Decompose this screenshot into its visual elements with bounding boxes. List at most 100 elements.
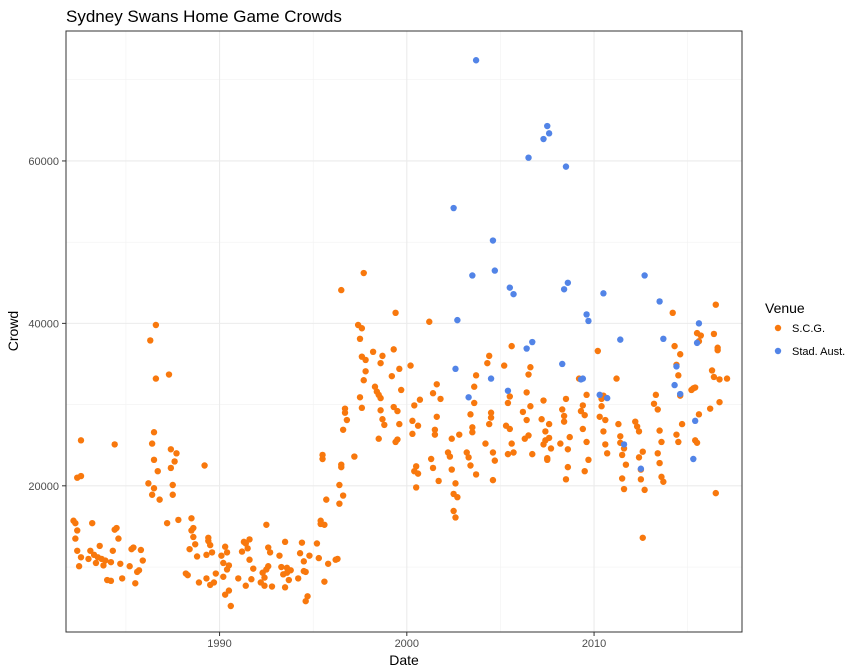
data-point-s-c-g bbox=[482, 440, 489, 447]
legend-label-stad-aust: Stad. Aust. bbox=[792, 346, 845, 358]
data-point-s-c-g bbox=[602, 441, 609, 448]
data-point-stad-aust bbox=[671, 381, 678, 389]
data-point-s-c-g bbox=[72, 535, 79, 542]
data-point-s-c-g bbox=[429, 464, 437, 472]
data-point-s-c-g bbox=[465, 454, 472, 461]
data-point-s-c-g bbox=[560, 418, 568, 425]
data-point-s-c-g bbox=[339, 492, 347, 499]
data-point-stad-aust bbox=[506, 284, 514, 291]
data-point-s-c-g bbox=[75, 563, 83, 570]
data-point-s-c-g bbox=[600, 428, 607, 435]
data-point-s-c-g bbox=[523, 389, 530, 396]
data-point-s-c-g bbox=[394, 407, 401, 415]
data-point-s-c-g bbox=[388, 372, 396, 380]
data-point-s-c-g bbox=[602, 416, 609, 424]
data-point-s-c-g bbox=[390, 403, 397, 411]
data-point-s-c-g bbox=[206, 541, 214, 549]
data-points bbox=[70, 57, 731, 610]
data-point-s-c-g bbox=[317, 520, 324, 528]
data-point-s-c-g bbox=[658, 473, 665, 481]
data-point-s-c-g bbox=[302, 568, 309, 576]
data-point-s-c-g bbox=[487, 414, 495, 421]
data-point-s-c-g bbox=[581, 467, 588, 475]
data-point-s-c-g bbox=[411, 402, 418, 409]
data-point-s-c-g bbox=[203, 551, 210, 559]
data-point-s-c-g bbox=[579, 425, 587, 433]
data-point-stad-aust bbox=[673, 363, 680, 370]
series-stad-aust bbox=[450, 57, 703, 472]
data-point-s-c-g bbox=[581, 411, 588, 419]
data-point-s-c-g bbox=[302, 597, 309, 605]
data-point-s-c-g bbox=[266, 549, 274, 556]
data-point-s-c-g bbox=[414, 422, 422, 429]
data-point-s-c-g bbox=[130, 544, 137, 551]
grid bbox=[66, 31, 742, 632]
data-point-s-c-g bbox=[145, 480, 152, 487]
data-point-s-c-g bbox=[710, 330, 718, 338]
data-point-s-c-g bbox=[369, 348, 377, 356]
data-point-s-c-g bbox=[221, 591, 229, 598]
data-point-s-c-g bbox=[343, 416, 351, 424]
data-point-s-c-g bbox=[712, 489, 719, 497]
data-point-s-c-g bbox=[96, 542, 103, 550]
data-point-s-c-g bbox=[562, 395, 570, 403]
data-point-s-c-g bbox=[508, 342, 515, 350]
data-point-s-c-g bbox=[456, 431, 463, 438]
data-point-s-c-g bbox=[510, 449, 517, 456]
data-point-s-c-g bbox=[660, 478, 667, 485]
data-point-s-c-g bbox=[562, 476, 570, 483]
data-point-s-c-g bbox=[117, 560, 124, 567]
data-point-s-c-g bbox=[87, 547, 94, 554]
data-point-stad-aust bbox=[525, 154, 532, 161]
data-point-s-c-g bbox=[577, 407, 585, 415]
data-point-stad-aust bbox=[583, 311, 590, 318]
y-tick-label: 60000 bbox=[28, 156, 59, 168]
data-point-s-c-g bbox=[656, 459, 663, 467]
data-point-stad-aust bbox=[562, 163, 570, 170]
data-point-s-c-g bbox=[635, 428, 643, 435]
data-point-s-c-g bbox=[412, 484, 420, 491]
data-point-s-c-g bbox=[426, 318, 433, 325]
data-point-stad-aust bbox=[510, 290, 517, 298]
data-point-s-c-g bbox=[313, 540, 321, 547]
data-point-s-c-g bbox=[261, 574, 268, 581]
data-point-s-c-g bbox=[362, 368, 369, 375]
data-point-s-c-g bbox=[427, 455, 435, 463]
data-point-s-c-g bbox=[225, 587, 233, 594]
data-point-stad-aust bbox=[690, 455, 697, 463]
data-point-stad-aust bbox=[693, 339, 701, 347]
data-point-stad-aust bbox=[579, 375, 587, 382]
data-point-stad-aust bbox=[559, 360, 566, 368]
data-point-stad-aust bbox=[544, 122, 551, 130]
data-point-s-c-g bbox=[469, 424, 476, 431]
data-point-s-c-g bbox=[654, 406, 661, 413]
data-point-s-c-g bbox=[691, 384, 699, 391]
data-point-s-c-g bbox=[708, 367, 716, 374]
data-point-s-c-g bbox=[276, 552, 283, 559]
data-point-s-c-g bbox=[504, 399, 512, 407]
data-point-s-c-g bbox=[248, 576, 255, 583]
data-point-s-c-g bbox=[615, 420, 622, 428]
data-point-s-c-g bbox=[489, 449, 497, 456]
data-point-s-c-g bbox=[341, 409, 349, 416]
data-point-s-c-g bbox=[227, 602, 234, 610]
data-point-s-c-g bbox=[489, 476, 497, 484]
data-point-stad-aust bbox=[585, 317, 592, 325]
data-point-s-c-g bbox=[235, 575, 242, 582]
data-point-s-c-g bbox=[547, 445, 555, 452]
data-point-stad-aust bbox=[564, 279, 572, 286]
data-point-stad-aust bbox=[489, 237, 497, 244]
y-tick-label: 20000 bbox=[28, 481, 59, 493]
legend-label-scg: S.C.G. bbox=[792, 323, 825, 335]
data-point-s-c-g bbox=[397, 386, 405, 394]
data-point-s-c-g bbox=[652, 391, 660, 399]
data-point-s-c-g bbox=[268, 583, 276, 590]
data-point-stad-aust bbox=[469, 272, 476, 279]
data-point-s-c-g bbox=[392, 309, 399, 317]
data-point-s-c-g bbox=[484, 359, 491, 367]
data-point-s-c-g bbox=[448, 466, 455, 473]
data-point-s-c-g bbox=[523, 416, 530, 424]
data-point-stad-aust bbox=[677, 390, 684, 398]
data-point-s-c-g bbox=[148, 491, 156, 498]
data-point-s-c-g bbox=[508, 440, 515, 447]
